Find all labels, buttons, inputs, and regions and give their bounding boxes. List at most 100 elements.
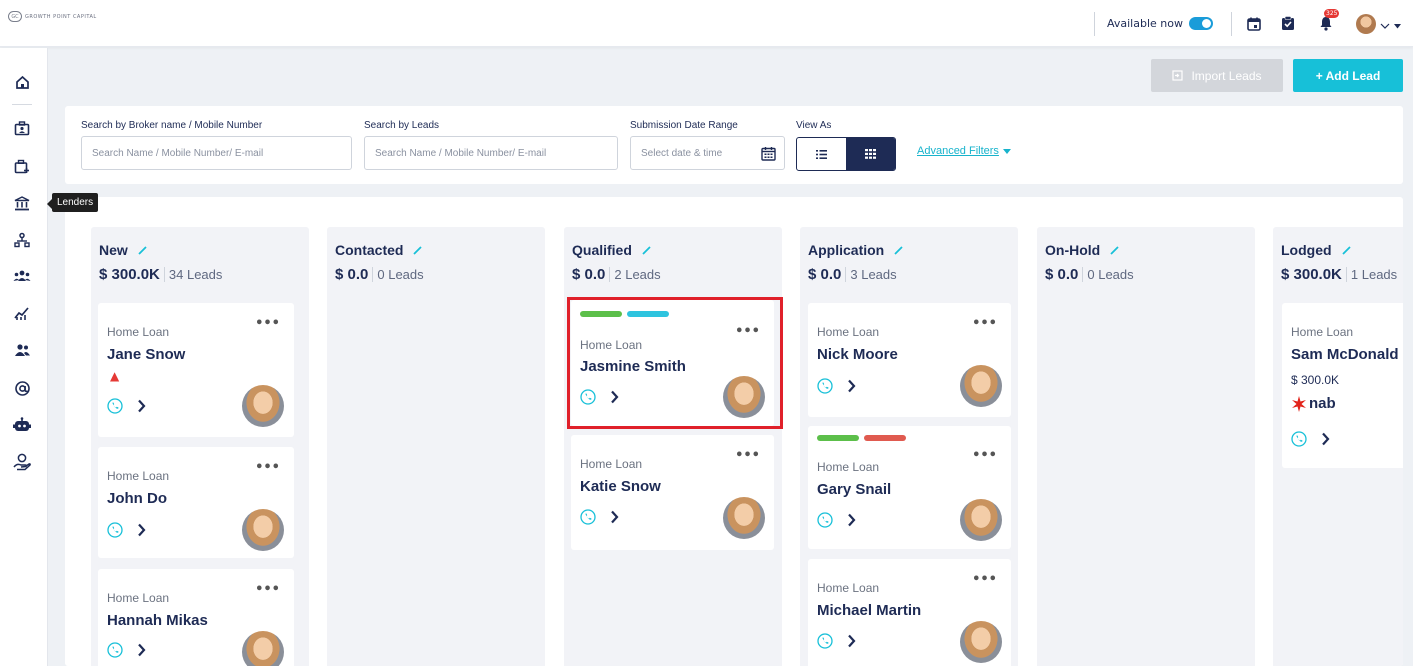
chevron-down-icon[interactable] [1380,14,1390,33]
lead-card[interactable]: Home Loan John Do ••• [98,447,294,558]
card-menu-button[interactable]: ••• [255,316,280,331]
edit-pencil-icon[interactable] [1341,245,1352,255]
broker-search-label: Search by Broker name / Mobile Number [81,120,263,131]
import-leads-button[interactable]: Import Leads [1151,59,1283,92]
column-lead-count: 2 Leads [609,267,661,282]
lead-avatar [242,631,284,666]
card-menu-button[interactable]: ••• [972,448,997,463]
lead-avatar [723,497,765,539]
lead-card[interactable]: Home Loan Jane Snow ▲ ••• [98,303,294,437]
chevron-right-icon[interactable] [1321,432,1330,446]
chevron-right-icon[interactable] [610,510,619,524]
lead-avatar [242,509,284,551]
card-menu-button[interactable]: ••• [972,316,997,331]
lead-avatar [960,621,1002,663]
lead-card[interactable]: Home Loan Michael Martin ••• [808,559,1011,666]
users-icon[interactable] [12,340,32,360]
robot-icon[interactable] [12,415,32,435]
column-title-text: Qualified [572,242,632,258]
briefcase-add-icon[interactable] [12,156,32,176]
column-title: Lodged [1281,242,1352,258]
column-summary: $ 300.0K 34 Leads [99,266,223,283]
list-icon [816,149,827,159]
column-total: $ 300.0K [99,266,160,283]
lender-logo: nab [1291,395,1336,412]
card-menu-button[interactable]: ••• [255,460,280,475]
nab-star-icon [1292,395,1306,412]
phone-icon[interactable] [817,378,833,394]
lead-card[interactable]: Home Loan Hannah Mikas ••• [98,569,294,666]
date-range-label: Submission Date Range [630,120,738,131]
notification-bell-icon[interactable]: 325 [1318,8,1340,32]
column-title-text: New [99,242,128,258]
org-chart-icon[interactable] [12,230,32,250]
chart-trend-icon[interactable] [12,304,32,324]
column-total: $ 0.0 [335,266,369,283]
phone-icon[interactable] [107,398,123,414]
card-menu-button[interactable]: ••• [735,324,760,339]
at-sign-icon[interactable] [12,378,32,398]
divider [1094,11,1095,36]
briefcase-user-icon[interactable] [12,118,32,138]
date-range-picker[interactable]: Select date & time [630,136,785,170]
caret-down-icon[interactable] [1394,14,1401,33]
team-icon[interactable] [12,266,32,286]
card-menu-button[interactable]: ••• [255,582,280,597]
advanced-filters-label: Advanced Filters [917,145,999,157]
lead-card[interactable]: Home Loan Katie Snow ••• [571,435,774,550]
list-view-button[interactable] [797,138,846,170]
logo-mark: GC [8,11,22,22]
bank-icon[interactable] [12,193,32,213]
column-contacted: Contacted $ 0.0 0 Leads [327,227,545,666]
edit-pencil-icon[interactable] [642,245,652,255]
availability-toggle[interactable] [1189,17,1213,30]
edit-pencil-icon[interactable] [894,245,904,255]
lead-card[interactable]: Home Loan Jasmine Smith ••• [571,300,774,426]
card-menu-button[interactable]: ••• [735,448,760,463]
phone-icon[interactable] [817,512,833,528]
notification-count-badge: 325 [1324,8,1340,18]
lead-name: Katie Snow [580,478,661,495]
chevron-right-icon[interactable] [137,399,146,413]
edit-pencil-icon[interactable] [138,245,148,255]
phone-icon[interactable] [580,389,596,405]
left-sidebar [0,48,48,666]
advanced-filters-link[interactable]: Advanced Filters [917,145,1011,157]
user-avatar[interactable] [1356,13,1376,34]
lead-card[interactable]: Home Loan Sam McDonald $ 300.0K nab [1282,303,1403,468]
broker-search-input[interactable] [81,136,352,170]
column-summary: $ 0.0 3 Leads [808,266,897,283]
edit-pencil-icon[interactable] [1110,245,1120,255]
chevron-right-icon[interactable] [847,513,856,527]
task-check-icon[interactable] [1280,16,1296,32]
chevron-right-icon[interactable] [847,634,856,648]
board-view-button[interactable] [846,138,895,170]
column-lodged: Lodged $ 300.0K 1 Leads Home Loan Sam McD… [1273,227,1403,666]
phone-icon[interactable] [107,522,123,538]
phone-icon[interactable] [580,509,596,525]
money-hand-icon[interactable] [12,452,32,472]
home-icon[interactable] [12,72,32,92]
edit-pencil-icon[interactable] [413,245,423,255]
lead-name: Michael Martin [817,602,922,619]
card-actions [817,512,856,528]
card-actions [107,398,146,414]
add-lead-button[interactable]: + Add Lead [1293,59,1403,92]
loan-type: Home Loan [817,325,880,339]
leads-search-input[interactable] [364,136,618,170]
kanban-board: New $ 300.0K 34 Leads Home Loan Jane Snow… [65,197,1403,666]
lead-card[interactable]: Home Loan Nick Moore ••• [808,303,1011,417]
phone-icon[interactable] [817,633,833,649]
chevron-right-icon[interactable] [610,390,619,404]
lender-name: nab [1309,395,1336,412]
chevron-right-icon[interactable] [137,643,146,657]
app-logo[interactable]: GC GROWTH POINT CAPITAL [8,11,97,22]
phone-icon[interactable] [107,642,123,658]
sidebar-divider [12,104,32,105]
chevron-right-icon[interactable] [137,523,146,537]
phone-icon[interactable] [1291,431,1307,447]
chevron-right-icon[interactable] [847,379,856,393]
calendar-icon[interactable] [1246,16,1262,32]
card-menu-button[interactable]: ••• [972,572,997,587]
lead-card[interactable]: Home Loan Gary Snail ••• [808,426,1011,549]
